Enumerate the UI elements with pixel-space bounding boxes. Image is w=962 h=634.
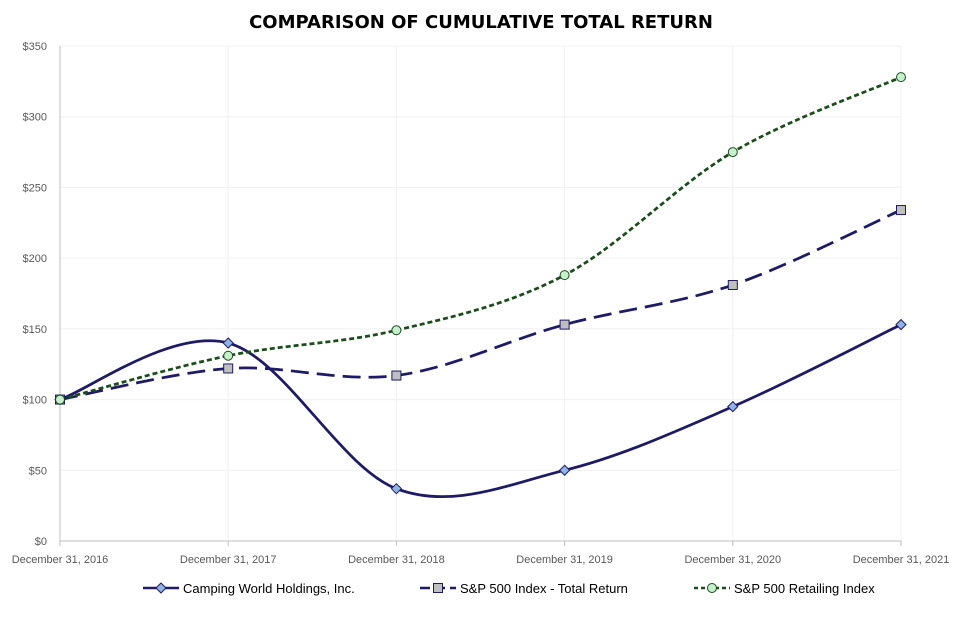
data-point-sp500 bbox=[391, 370, 402, 381]
data-point-sp500 bbox=[223, 363, 234, 374]
gridlines bbox=[60, 45, 902, 541]
x-tick-label: December 31, 2020 bbox=[684, 554, 781, 566]
legend-label-camping-world: Camping World Holdings, Inc. bbox=[183, 580, 355, 596]
legend: Camping World Holdings, Inc. S&P 500 Ind… bbox=[0, 576, 962, 600]
data-point-sp500-retailing bbox=[391, 325, 402, 336]
legend-label-sp500-retailing: S&P 500 Retailing Index bbox=[734, 580, 875, 596]
y-tick-label: $150 bbox=[23, 324, 47, 336]
y-tick-label: $200 bbox=[23, 253, 47, 265]
x-tick-label: December 31, 2018 bbox=[348, 554, 445, 566]
series-line-sp500-retailing bbox=[59, 75, 902, 401]
data-point-sp500-retailing bbox=[223, 350, 234, 361]
legend-swatch-sp500 bbox=[420, 583, 456, 593]
data-point-sp500 bbox=[559, 319, 570, 330]
x-tick-label: December 31, 2019 bbox=[516, 554, 613, 566]
data-point-sp500 bbox=[896, 205, 906, 216]
series-line-sp500 bbox=[59, 208, 902, 401]
series-markers bbox=[54, 72, 907, 495]
y-tick-label: $50 bbox=[29, 465, 47, 477]
data-point-camping-world bbox=[895, 318, 907, 331]
data-point-camping-world bbox=[222, 337, 234, 349]
y-tick-label: $0 bbox=[35, 536, 47, 548]
data-point-sp500-retailing bbox=[559, 270, 570, 281]
legend-swatch-camping-world bbox=[143, 582, 179, 594]
x-tick-label: December 31, 2017 bbox=[180, 554, 277, 566]
legend-item-camping-world: Camping World Holdings, Inc. bbox=[143, 576, 355, 600]
legend-swatch-sp500-retailing bbox=[694, 583, 730, 593]
y-tick-label: $250 bbox=[23, 182, 47, 194]
y-tick-label: $300 bbox=[23, 112, 47, 124]
y-tick-label: $350 bbox=[23, 41, 47, 53]
x-tick-label: December 31, 2016 bbox=[12, 554, 109, 566]
y-tick-label: $100 bbox=[23, 395, 47, 407]
legend-item-sp500: S&P 500 Index - Total Return bbox=[420, 576, 628, 600]
data-point-camping-world bbox=[558, 464, 571, 476]
legend-label-sp500: S&P 500 Index - Total Return bbox=[460, 580, 628, 596]
legend-item-sp500-retailing: S&P 500 Retailing Index bbox=[694, 576, 875, 600]
y-axis-tick-labels: $0 $50 $100 $150 $200 $250 $300 $350 bbox=[23, 41, 47, 548]
line-chart: $0 $50 $100 $150 $200 $250 $300 $350 December 3… bbox=[12, 41, 950, 566]
series-line-camping-world bbox=[59, 323, 902, 499]
chart-title: COMPARISON OF CUMULATIVE TOTAL RETURN bbox=[249, 12, 713, 33]
data-point-sp500 bbox=[727, 280, 738, 291]
data-point-sp500-retailing bbox=[55, 394, 65, 405]
data-point-camping-world bbox=[727, 400, 739, 413]
data-point-sp500-retailing bbox=[727, 147, 738, 158]
x-tick-label: December 31, 2021 bbox=[853, 554, 950, 566]
x-axis-tick-labels: December 31, 2016 December 31, 2017 Decemb… bbox=[12, 554, 950, 566]
axes bbox=[59, 46, 902, 546]
data-point-camping-world bbox=[390, 482, 403, 495]
data-point-sp500-retailing bbox=[896, 72, 906, 83]
series-lines bbox=[59, 75, 902, 499]
